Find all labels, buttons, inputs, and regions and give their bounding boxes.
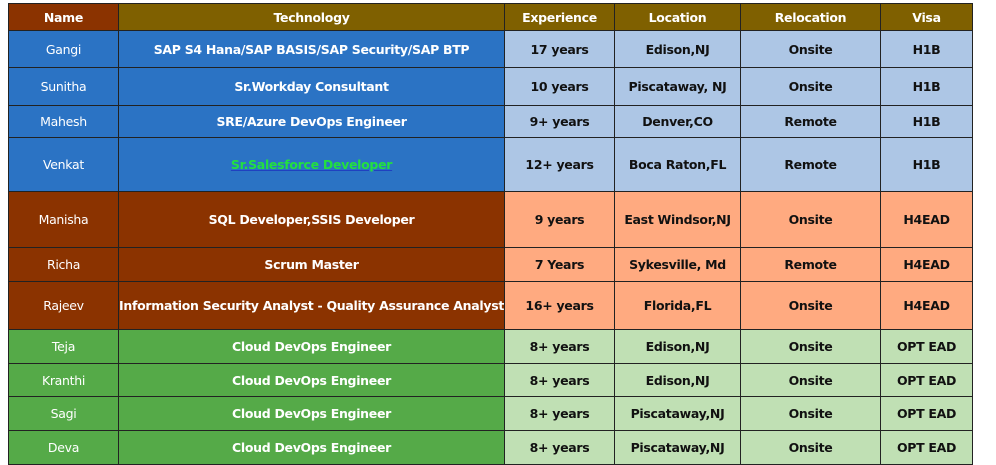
candidates-table: Name Technology Experience Location Relo… <box>8 3 974 465</box>
cell-location: Edison,NJ <box>614 329 742 364</box>
table-row: Sagi Cloud DevOps Engineer 8+ years Piscata… <box>8 396 974 431</box>
cell-visa: H4EAD <box>880 191 974 248</box>
cell-relocation: Remote <box>740 137 882 192</box>
cell-technology: Cloud DevOps Engineer <box>117 396 506 431</box>
cell-visa: H4EAD <box>880 247 974 282</box>
header-visa: Visa <box>880 3 974 31</box>
cell-relocation: Remote <box>740 105 882 138</box>
cell-location: Florida,FL <box>614 281 742 330</box>
cell-location: East Windsor,NJ <box>614 191 742 248</box>
cell-technology: SQL Developer,SSIS Developer <box>117 191 506 248</box>
cell-technology: Information Security Analyst - Quality A… <box>117 281 506 330</box>
cell-location: Edison,NJ <box>614 363 742 397</box>
cell-location: Edison,NJ <box>614 30 742 68</box>
cell-name: Venkat <box>8 137 119 192</box>
table-row: Kranthi Cloud DevOps Engineer 8+ years Edis… <box>8 363 974 397</box>
cell-visa: H1B <box>880 67 974 106</box>
cell-experience: 8+ years <box>504 329 616 364</box>
cell-location: Sykesville, Md <box>614 247 742 282</box>
cell-experience: 12+ years <box>504 137 616 192</box>
cell-visa: H4EAD <box>880 281 974 330</box>
cell-relocation: Onsite <box>740 30 882 68</box>
header-experience: Experience <box>504 3 616 31</box>
cell-visa: H1B <box>880 105 974 138</box>
header-technology: Technology <box>117 3 506 31</box>
cell-experience: 9+ years <box>504 105 616 138</box>
cell-visa: H1B <box>880 30 974 68</box>
cell-experience: 16+ years <box>504 281 616 330</box>
table-row: Mahesh SRE/Azure DevOps Engineer 9+ years D… <box>8 105 974 138</box>
cell-experience: 8+ years <box>504 363 616 397</box>
table-row: Richa Scrum Master 7 Years Sykesville, Md Re… <box>8 247 974 282</box>
cell-experience: 9 years <box>504 191 616 248</box>
technology-link[interactable]: Sr.Salesforce Developer <box>230 157 393 172</box>
cell-experience: 7 Years <box>504 247 616 282</box>
cell-relocation: Onsite <box>740 430 882 465</box>
table-row: Rajeev Information Security Analyst - Qua… <box>8 281 974 330</box>
cell-relocation: Onsite <box>740 363 882 397</box>
cell-relocation: Onsite <box>740 329 882 364</box>
cell-name: Rajeev <box>8 281 119 330</box>
cell-visa: OPT EAD <box>880 363 974 397</box>
header-name: Name <box>8 3 119 31</box>
cell-technology: Cloud DevOps Engineer <box>117 329 506 364</box>
cell-name: Mahesh <box>8 105 119 138</box>
cell-location: Boca Raton,FL <box>614 137 742 192</box>
cell-name: Richa <box>8 247 119 282</box>
cell-name: Kranthi <box>8 363 119 397</box>
cell-technology: Sr.Workday Consultant <box>117 67 506 106</box>
header-relocation: Relocation <box>740 3 882 31</box>
cell-name: Gangi <box>8 30 119 68</box>
cell-name: Teja <box>8 329 119 364</box>
cell-visa: OPT EAD <box>880 329 974 364</box>
table-row: Sunitha Sr.Workday Consultant 10 years Pisc… <box>8 67 974 106</box>
cell-relocation: Onsite <box>740 281 882 330</box>
cell-technology: SAP S4 Hana/SAP BASIS/SAP Security/SAP B… <box>117 30 506 68</box>
cell-relocation: Onsite <box>740 191 882 248</box>
cell-name: Sunitha <box>8 67 119 106</box>
cell-technology: SRE/Azure DevOps Engineer <box>117 105 506 138</box>
cell-experience: 8+ years <box>504 396 616 431</box>
cell-experience: 17 years <box>504 30 616 68</box>
cell-relocation: Onsite <box>740 396 882 431</box>
cell-technology: Scrum Master <box>117 247 506 282</box>
cell-location: Piscataway,NJ <box>614 430 742 465</box>
cell-relocation: Remote <box>740 247 882 282</box>
cell-experience: 10 years <box>504 67 616 106</box>
cell-location: Denver,CO <box>614 105 742 138</box>
cell-relocation: Onsite <box>740 67 882 106</box>
table-row: Venkat Sr.Salesforce Developer 12+ years Bo… <box>8 137 974 192</box>
cell-technology: Cloud DevOps Engineer <box>117 430 506 465</box>
cell-technology: Sr.Salesforce Developer <box>117 137 506 192</box>
header-location: Location <box>614 3 742 31</box>
cell-name: Sagi <box>8 396 119 431</box>
cell-name: Deva <box>8 430 119 465</box>
table-row: Manisha SQL Developer,SSIS Developer 9 yea… <box>8 191 974 248</box>
header-row: Name Technology Experience Location Relo… <box>8 3 974 31</box>
cell-technology: Cloud DevOps Engineer <box>117 363 506 397</box>
table-row: Gangi SAP S4 Hana/SAP BASIS/SAP Security/… <box>8 30 974 68</box>
cell-visa: OPT EAD <box>880 396 974 431</box>
table-row: Deva Cloud DevOps Engineer 8+ years Piscata… <box>8 430 974 465</box>
cell-visa: H1B <box>880 137 974 192</box>
cell-visa: OPT EAD <box>880 430 974 465</box>
cell-location: Piscataway, NJ <box>614 67 742 106</box>
table-row: Teja Cloud DevOps Engineer 8+ years Edison,… <box>8 329 974 364</box>
cell-name: Manisha <box>8 191 119 248</box>
cell-location: Piscataway,NJ <box>614 396 742 431</box>
cell-experience: 8+ years <box>504 430 616 465</box>
